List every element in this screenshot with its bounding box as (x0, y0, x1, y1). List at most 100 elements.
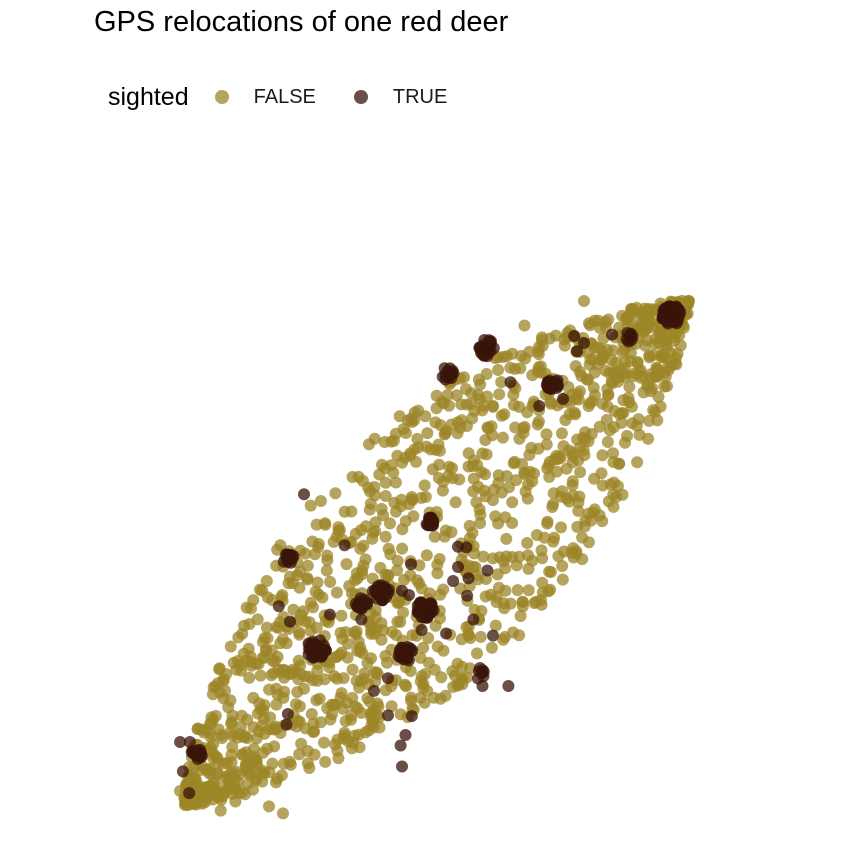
point-false (404, 447, 417, 460)
point-false (490, 596, 503, 608)
point-false (613, 457, 626, 470)
point-false (311, 664, 324, 677)
point-false (646, 303, 659, 316)
point-false (682, 295, 695, 308)
point-false (235, 748, 248, 761)
point-false (540, 428, 553, 441)
point-false (270, 776, 282, 789)
point-false (379, 568, 392, 581)
point-false (412, 404, 425, 417)
point-false (373, 468, 386, 481)
point-false (363, 503, 376, 516)
point-false (507, 626, 519, 639)
point-false (541, 517, 554, 530)
point-false (369, 525, 382, 538)
point-false (492, 517, 505, 530)
point-true (621, 327, 634, 339)
point-false (293, 626, 305, 639)
point-false (474, 378, 487, 391)
point-false (453, 473, 466, 486)
point-false (607, 500, 620, 513)
point-false (506, 496, 519, 509)
point-false (558, 339, 571, 352)
point-false (271, 650, 284, 663)
point-false (616, 488, 629, 501)
point-false (516, 458, 528, 470)
point-false (593, 420, 606, 433)
point-false (211, 677, 224, 690)
point-true (281, 548, 294, 561)
point-false (627, 303, 639, 316)
point-false (445, 418, 458, 431)
point-false (328, 670, 341, 683)
point-false (478, 484, 491, 497)
point-false (492, 581, 505, 594)
point-false (307, 601, 319, 614)
point-false (418, 479, 431, 492)
point-false (601, 436, 614, 448)
point-false (314, 716, 327, 729)
point-false (272, 622, 285, 634)
point-false (385, 459, 398, 472)
point-false (191, 722, 204, 735)
point-false (511, 584, 524, 597)
point-false (487, 400, 499, 413)
point-false (260, 575, 273, 587)
point-false (334, 626, 347, 639)
point-false (660, 333, 673, 346)
point-false (239, 758, 252, 771)
point-false (320, 564, 333, 577)
point-false (439, 689, 452, 702)
point-true (405, 710, 418, 723)
point-false (350, 567, 363, 580)
point-false (496, 431, 509, 444)
legend-key-true (353, 90, 368, 104)
point-true (544, 381, 557, 394)
point-true (487, 629, 499, 642)
point-false (243, 768, 256, 781)
point-false (257, 746, 270, 759)
point-false (391, 564, 404, 577)
point-false (256, 719, 269, 732)
point-false (465, 387, 478, 400)
point-false (455, 398, 468, 411)
point-false (330, 650, 343, 663)
point-false (214, 804, 227, 817)
point-false (623, 380, 636, 393)
point-false (463, 532, 476, 545)
point-false (287, 603, 300, 616)
point-false (487, 483, 500, 496)
point-false (619, 371, 631, 384)
point-false (634, 322, 647, 335)
point-false (397, 606, 410, 619)
point-false (313, 692, 326, 705)
point-false (283, 570, 296, 583)
point-false (500, 470, 513, 483)
point-false (301, 757, 314, 770)
point-true (358, 599, 371, 612)
point-false (348, 729, 361, 742)
point-false (517, 422, 530, 435)
point-false (308, 748, 321, 761)
point-false (633, 428, 646, 441)
point-false (194, 764, 207, 776)
point-false (405, 493, 418, 506)
point-false (599, 364, 612, 377)
point-false (495, 376, 508, 389)
point-false (235, 709, 248, 722)
point-false (489, 619, 502, 632)
point-false (329, 487, 342, 500)
point-false (319, 755, 332, 768)
point-false (404, 569, 417, 582)
point-false (630, 419, 643, 432)
point-false (514, 610, 527, 622)
point-true (174, 736, 187, 748)
point-true (399, 729, 412, 741)
point-false (492, 364, 505, 376)
point-false (518, 319, 531, 332)
point-false (493, 388, 506, 401)
point-false (497, 633, 510, 646)
point-false (619, 356, 632, 368)
point-false (522, 478, 535, 491)
point-false (592, 314, 604, 327)
